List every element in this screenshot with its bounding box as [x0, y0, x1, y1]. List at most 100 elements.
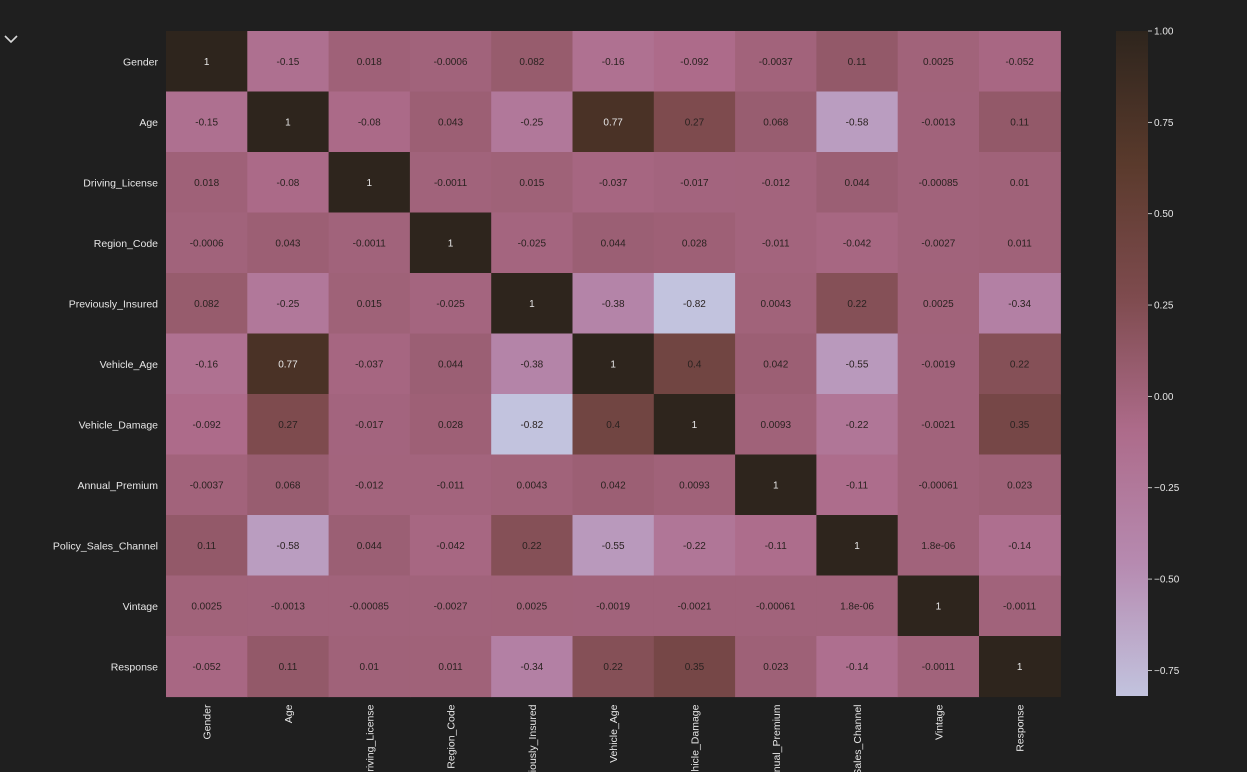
heatmap-cell	[491, 575, 574, 637]
cell-value-label: 1	[1017, 662, 1023, 673]
cell-value-label: -0.0006	[190, 238, 224, 249]
cell-value-label: -0.11	[846, 480, 868, 491]
y-tick-label: Annual_Premium	[77, 480, 158, 492]
heatmap-cell	[409, 31, 492, 93]
heatmap-cell	[816, 333, 899, 395]
heatmap-cell	[979, 515, 1061, 577]
cell-value-label: -0.00061	[756, 601, 796, 612]
heatmap-cell	[572, 515, 655, 577]
cell-value-label: 0.018	[357, 57, 382, 68]
cell-value-label: -0.58	[277, 541, 300, 552]
heatmap-cell	[979, 636, 1061, 698]
cell-value-label: 1	[610, 359, 616, 370]
heatmap-cell	[653, 212, 736, 274]
heatmap-cell	[166, 515, 248, 577]
heatmap-cell	[166, 212, 248, 274]
heatmap-cell	[328, 31, 411, 93]
cell-value-label: -0.0019	[596, 601, 630, 612]
cell-value-label: -0.25	[277, 299, 300, 310]
heatmap-cell	[653, 454, 736, 516]
heatmap-cell	[491, 273, 574, 335]
cell-value-label: 0.082	[519, 57, 544, 68]
heatmap-cell	[247, 91, 330, 153]
cell-value-label: -0.16	[602, 57, 625, 68]
y-tick-label: Vintage	[123, 601, 159, 613]
colorbar-tick-label: 0.25	[1154, 301, 1174, 312]
heatmap-cell	[897, 31, 980, 93]
cell-value-label: -0.82	[683, 299, 706, 310]
x-tick-label: Policy_Sales_Channel	[852, 705, 864, 772]
cell-value-label: -0.34	[520, 662, 543, 673]
heatmap-cell	[328, 394, 411, 456]
cell-value-label: -0.0011	[1003, 601, 1037, 612]
colorbar-tick-label: −0.50	[1154, 575, 1180, 586]
heatmap-cell	[979, 31, 1061, 93]
cell-value-label: -0.16	[195, 359, 218, 370]
cell-value-label: 0.042	[601, 480, 626, 491]
cell-value-label: 0.01	[1010, 178, 1030, 189]
cell-value-label: 0.0093	[679, 480, 710, 491]
cell-value-label: -0.0021	[921, 420, 955, 431]
heatmap-cell	[897, 333, 980, 395]
heatmap-cell	[816, 31, 899, 93]
cell-value-label: 0.77	[278, 359, 298, 370]
heatmap-cell	[979, 273, 1061, 335]
heatmap-cell	[979, 91, 1061, 153]
cell-value-label: 0.11	[197, 541, 216, 552]
colorbar-gradient	[1116, 31, 1148, 696]
colorbar-tick-label: 0.50	[1154, 209, 1174, 220]
heatmap-cell	[247, 575, 330, 637]
heatmap-cell	[409, 515, 492, 577]
heatmap-cell	[816, 394, 899, 456]
heatmap-cell	[328, 636, 411, 698]
cell-value-label: 0.044	[438, 359, 463, 370]
cell-value-label: -0.34	[1008, 299, 1031, 310]
heatmap-cell	[166, 333, 248, 395]
heatmap-cell	[653, 575, 736, 637]
colorbar-tick-label: −0.25	[1154, 483, 1180, 494]
heatmap-cell	[979, 394, 1061, 456]
heatmap-cell	[816, 636, 899, 698]
heatmap-cell	[735, 454, 817, 516]
cell-value-label: 1	[692, 420, 698, 431]
heatmap-cell	[897, 454, 980, 516]
colorbar: 1.00 0.75 0.50 0.25 0.00 −0.25 −0.50 −0.75	[1116, 27, 1180, 696]
heatmap-cell	[653, 152, 736, 214]
heatmap-cell	[409, 575, 492, 637]
heatmap-cell	[572, 394, 655, 456]
cell-value-label: -0.0013	[921, 117, 955, 128]
heatmap-cell	[735, 152, 817, 214]
y-tick-label: Policy_Sales_Channel	[53, 540, 158, 552]
cell-value-label: 0.27	[685, 117, 705, 128]
heatmap-cell	[166, 636, 248, 698]
cell-value-label: 0.11	[848, 57, 867, 68]
cell-value-label: 1	[448, 238, 454, 249]
cell-value-label: -0.08	[358, 117, 381, 128]
cell-value-label: -0.00085	[350, 601, 390, 612]
cell-value-label: -0.042	[843, 238, 872, 249]
heatmap-cell	[979, 333, 1061, 395]
cell-value-label: -0.82	[520, 420, 543, 431]
cell-value-label: -0.025	[518, 238, 547, 249]
y-tick-label: Response	[111, 661, 158, 673]
cell-value-label: 0.01	[360, 662, 380, 673]
heatmap-cell	[897, 575, 980, 637]
heatmap-cell	[409, 212, 492, 274]
cell-value-label: -0.052	[1005, 57, 1034, 68]
cell-value-label: 1	[773, 480, 779, 491]
heatmap-cell	[653, 273, 736, 335]
cell-value-label: -0.017	[680, 178, 709, 189]
cell-value-label: 0.0043	[517, 480, 548, 491]
cell-value-label: 0.044	[601, 238, 626, 249]
y-tick-label: Previously_Insured	[69, 298, 158, 310]
cell-value-label: 0.018	[194, 178, 219, 189]
cell-value-label: 0.77	[603, 117, 623, 128]
cell-value-label: -0.042	[436, 541, 465, 552]
heatmap-cell	[572, 575, 655, 637]
cell-value-label: -0.017	[355, 420, 384, 431]
cell-value-label: -0.012	[355, 480, 384, 491]
x-tick-label: Vintage	[933, 704, 945, 740]
heatmap-cell	[572, 31, 655, 93]
heatmap-cell	[735, 636, 817, 698]
chevron-down-icon[interactable]	[2, 30, 20, 48]
